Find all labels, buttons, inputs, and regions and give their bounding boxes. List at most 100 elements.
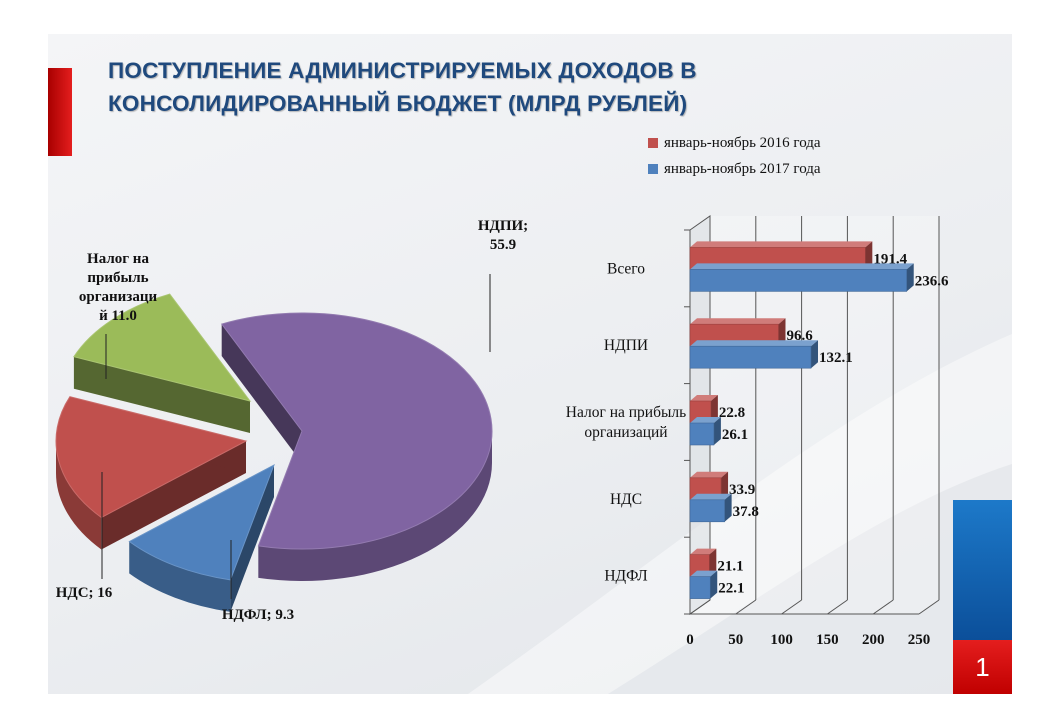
bar-front-face (689, 499, 725, 523)
bar-end-face (811, 340, 819, 369)
pie-top (220, 312, 493, 550)
floor-line-50 (735, 599, 757, 615)
pie-label-ндфл: НДФЛ; 9.3 (222, 607, 294, 623)
bar-value-ндфл-2017: 22.1 (718, 581, 744, 597)
title-line-1: ПОСТУПЛЕНИЕ АДМИНИСТРИРУЕМЫХ ДОХОДОВ В (108, 58, 697, 83)
bar-ндпи-2017 (689, 340, 819, 369)
pie-label-line: прибыль (87, 270, 148, 286)
category-label-ндфл: НДФЛ (604, 568, 648, 585)
category-label-line: НДПИ (604, 337, 648, 354)
bar-value-ндс-2016: 33.9 (729, 482, 755, 498)
x-tick-50: 50 (728, 632, 743, 648)
pie-rim (56, 441, 102, 550)
pie-top (128, 463, 275, 581)
pie-label-line: НДФЛ; 9.3 (222, 607, 294, 623)
bar-end-face (721, 471, 729, 500)
bar-value-всего-2017: 236.6 (915, 273, 949, 289)
category-label-line: НДФЛ (604, 568, 648, 585)
bar-top-face (690, 395, 718, 401)
floor-line-250 (918, 599, 940, 615)
bar-end-face (865, 241, 873, 270)
pie-label-ндпи: НДПИ; 55.9 (478, 218, 528, 253)
bar-chart: 0 50 100 150 200 250Всего191.4236.6НДПИ96.613… (566, 215, 949, 648)
bar-ндфл-2017 (689, 570, 718, 599)
bar-front-face (689, 576, 711, 599)
plot-area (690, 216, 939, 614)
bar-front-face (689, 422, 715, 446)
bar-end-face (778, 318, 786, 347)
x-tick-100: 100 (770, 632, 793, 648)
bar-top-face (690, 417, 721, 423)
bar-налог-на-прибыль-организаций-2017 (689, 417, 721, 446)
pie-slice-налог-на-прибыль-организаций (73, 293, 252, 433)
page-number: 1 (953, 640, 1012, 694)
pie-slice-ндс (55, 396, 248, 550)
legend-item-2017: январь-ноябрь 2017 года (648, 156, 821, 182)
bar-всего-2017 (689, 263, 914, 292)
bar-value-налог-на-прибыль-организаций-2016: 22.8 (719, 405, 745, 421)
pie-side-wall (73, 356, 250, 433)
bar-end-face (724, 493, 732, 522)
category-label-всего: Всего (607, 260, 645, 277)
bar-end-face (709, 548, 717, 577)
corner-blue-block (953, 500, 1012, 640)
bar-value-налог-на-прибыль-организаций-2017: 26.1 (722, 427, 748, 443)
x-tick-250: 250 (908, 632, 931, 648)
category-label-line: организаций (584, 424, 667, 441)
x-tick-0: 0 (686, 632, 694, 648)
category-label-ндс: НДС (610, 491, 642, 508)
bar-end-face (710, 395, 718, 423)
legend-swatch-2017 (648, 164, 658, 174)
legend-item-2016: январь-ноябрь 2016 года (648, 130, 821, 156)
pie-label-line: 55.9 (490, 237, 516, 253)
bar-value-ндс-2017: 37.8 (733, 504, 759, 520)
category-label-ндпи: НДПИ (604, 337, 648, 354)
pie-label-налог-на-прибыль-организаций: Налог на прибыль организаци й 11.0 (79, 251, 158, 324)
legend-label-2017: январь-ноябрь 2017 года (664, 160, 821, 177)
floor-line-200 (872, 599, 894, 615)
bar-value-ндпи-2017: 132.1 (819, 350, 853, 366)
background-swoosh (468, 334, 1012, 694)
bar-top-face (690, 570, 718, 577)
bar-top-face (690, 241, 873, 248)
pie-label-line: й 11.0 (99, 308, 137, 324)
bar-value-ндфл-2016: 21.1 (717, 559, 743, 575)
bar-top-face (690, 548, 717, 555)
legend-swatch-2016 (648, 138, 658, 148)
slide: ПОСТУПЛЕНИЕ АДМИНИСТРИРУЕМЫХ ДОХОДОВ В К… (48, 34, 1012, 694)
pie-label-ндс: НДС; 16 (56, 585, 113, 601)
pie-label-line: Налог на (87, 251, 149, 267)
pie-rim (129, 541, 231, 612)
title-line-2: КОНСОЛИДИРОВАННЫЙ БЮДЖЕТ (МЛРД РУБЛЕЙ) (108, 91, 688, 116)
category-label-line: Налог на прибыль (566, 404, 686, 421)
bar-end-face (710, 570, 718, 599)
pie-top (73, 293, 252, 402)
floor-line-150 (827, 599, 848, 615)
category-label-line: Всего (607, 260, 645, 277)
bar-top-face (690, 340, 819, 347)
bar-chart-legend: январь-ноябрь 2016 года январь-ноябрь 20… (648, 130, 821, 182)
pie-label-line: НДПИ; (478, 218, 528, 234)
pie-label-line: организаци (79, 289, 158, 305)
bar-top-face (690, 493, 732, 500)
legend-label-2016: январь-ноябрь 2016 года (664, 134, 821, 151)
pie-chart: НДПИ; 55.9 НДФЛ; 9.3 НДС; 16 Налог на прибыль… (55, 218, 528, 623)
bar-top-face (690, 263, 914, 270)
pie-label-line: НДС; 16 (56, 585, 113, 601)
bar-front-face (689, 269, 908, 292)
slide-title: ПОСТУПЛЕНИЕ АДМИНИСТРИРУЕМЫХ ДОХОДОВ В К… (108, 54, 868, 120)
pie-top (55, 396, 248, 519)
bar-front-face (689, 345, 812, 369)
title-accent-bar (48, 68, 72, 156)
floor-line-100 (781, 599, 802, 615)
pie-slice-ндпи (220, 312, 493, 581)
bar-end-face (713, 417, 721, 445)
bar-ндс-2017 (689, 493, 732, 523)
category-label-налог-на-прибыль-организаций: Налог на прибыль организаций (566, 404, 686, 441)
bar-top-face (690, 471, 729, 478)
pie-rim (258, 431, 492, 581)
pie-side-wall (101, 441, 246, 550)
pie-side-wall (221, 324, 302, 463)
bar-top-face (690, 318, 786, 325)
pie-slice-ндфл (128, 463, 275, 612)
